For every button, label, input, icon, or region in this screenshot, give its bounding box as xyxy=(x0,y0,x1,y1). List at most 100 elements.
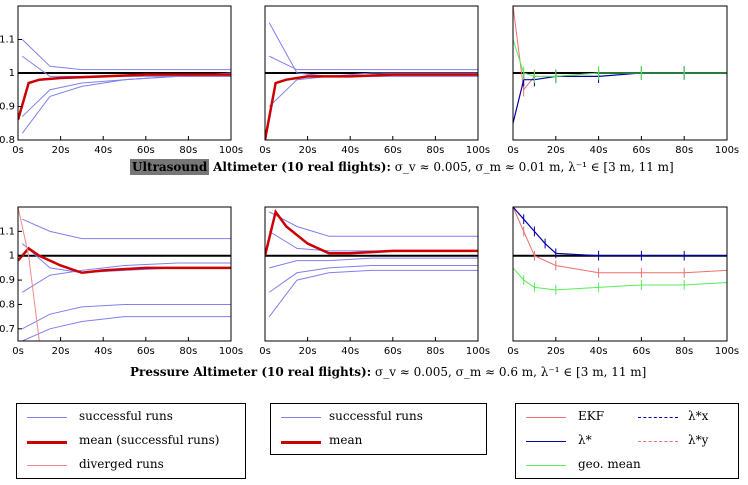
legend-label: λ* xyxy=(578,433,592,447)
x-tick-label: 40s xyxy=(341,145,359,156)
x-tick-label: 20s xyxy=(547,346,565,357)
legend-label: λ*y xyxy=(688,433,709,447)
series-run-line xyxy=(22,218,231,240)
legend-label: geo. mean xyxy=(578,457,641,471)
x-tick-label: 20s xyxy=(299,346,317,357)
legend-swatch xyxy=(27,465,67,466)
y-tick-label: 1 xyxy=(9,251,15,262)
series-line-mean xyxy=(265,208,478,257)
series-run-line xyxy=(268,72,478,107)
x-tick-label: 100s xyxy=(466,145,490,156)
chart-panel-pressure-comparison: 0s 20s 40s 60s 80s 100s xyxy=(507,206,739,357)
legend-label: EKF xyxy=(578,409,605,423)
series-line-mean--successful-runs- xyxy=(18,73,231,121)
caption-title: Altimeter (10 real flights): xyxy=(213,160,391,174)
legend-swatch xyxy=(638,441,678,442)
y-tick-label: 0.8 xyxy=(0,299,15,310)
x-tick-label: 40s xyxy=(341,346,359,357)
x-tick-label: 20s xyxy=(52,145,70,156)
y-tick-label: 0.9 xyxy=(0,275,15,286)
y-tick-label: 0.8 xyxy=(0,135,15,146)
y-tick-label: 0.7 xyxy=(0,324,15,335)
legend-swatch xyxy=(27,417,67,418)
y-tick-label: 1.1 xyxy=(0,226,15,237)
series-run-line xyxy=(269,257,478,269)
axes-frame xyxy=(264,206,479,342)
x-tick-label: 80s xyxy=(675,145,693,156)
legend-label: mean xyxy=(329,433,363,447)
x-tick-label: 40s xyxy=(590,145,608,156)
legend-middle: successful runs mean xyxy=(270,403,487,455)
series-run-line xyxy=(268,264,478,293)
y-tick-label: 1 xyxy=(9,68,15,79)
x-tick-label: 100s xyxy=(715,346,739,357)
chart-panel-pressure-diverged: 0s 20s 40s 60s 80s 100s xyxy=(259,206,490,357)
x-tick-label: 100s xyxy=(466,346,490,357)
series-line-mean xyxy=(265,73,478,140)
legend-swatch xyxy=(526,465,566,466)
x-tick-label: 80s xyxy=(426,346,444,357)
plot-area xyxy=(513,6,727,124)
legend-left: successful runs mean (successful runs) d… xyxy=(16,403,246,479)
plot-area xyxy=(18,39,231,134)
x-tick-label: 0s xyxy=(259,145,271,156)
x-tick-label: 20s xyxy=(547,145,565,156)
axes-frame xyxy=(17,206,232,342)
chart-panel-ultrasound-successful: 0s 20s 40s 60s 80s 100s 0.8 0.9 1 1.1 xyxy=(0,5,243,156)
legend-label: successful runs xyxy=(329,409,423,423)
x-tick-label: 60s xyxy=(137,145,155,156)
x-tick-label: 80s xyxy=(179,145,197,156)
x-tick-label: 60s xyxy=(632,145,650,156)
y-tick-label: 0.9 xyxy=(0,102,15,113)
axes-frame xyxy=(512,5,728,141)
legend-label: diverged runs xyxy=(79,457,164,471)
series-run-line xyxy=(268,269,478,317)
series-run-line xyxy=(21,262,231,293)
chart-panel-pressure-successful: 0s 20s 40s 60s 80s 100s 0.7 0.8 0.9 1 1.1 xyxy=(0,206,243,357)
x-tick-label: 60s xyxy=(137,346,155,357)
x-tick-label: 100s xyxy=(219,346,243,357)
chart-panel-ultrasound-diverged: 0s 20s 40s 60s 80s 100s xyxy=(259,5,490,156)
x-tick-label: 20s xyxy=(299,145,317,156)
caption-params: σ_v ≈ 0.005, σ_m ≈ 0.01 m, λ⁻¹ ∈ [3 m, 1… xyxy=(394,160,674,174)
series-line-lambda- xyxy=(513,72,727,124)
series-run-line xyxy=(268,230,478,252)
series-run-line xyxy=(268,22,478,77)
legend-swatch xyxy=(281,417,321,418)
series-line-geo--mean xyxy=(513,267,727,291)
x-tick-label: 60s xyxy=(384,145,402,156)
series-line-ekf xyxy=(513,207,727,274)
axes-frame xyxy=(264,5,479,141)
x-tick-label: 0s xyxy=(507,346,519,357)
plot-area xyxy=(265,22,478,140)
legend-swatch xyxy=(281,441,321,444)
plot-area xyxy=(18,207,231,341)
legend-swatch xyxy=(638,417,678,418)
legend-label: λ*x xyxy=(688,409,709,423)
series-run-line xyxy=(21,72,231,134)
series-run-line xyxy=(21,75,231,117)
x-tick-label: 80s xyxy=(179,346,197,357)
series-line-mean--successful-runs- xyxy=(18,246,231,275)
caption-pressure: Pressure Altimeter (10 real flights): σ_… xyxy=(130,365,646,379)
legend-swatch xyxy=(526,441,566,442)
y-tick-label: 1.1 xyxy=(0,35,15,46)
plot-area xyxy=(265,208,478,317)
x-tick-label: 40s xyxy=(590,346,608,357)
x-tick-label: 40s xyxy=(94,346,112,357)
x-tick-label: 80s xyxy=(675,346,693,357)
legend-label: mean (successful runs) xyxy=(79,433,220,447)
series-line-geo--mean xyxy=(513,39,727,77)
chart-panel-ultrasound-comparison: 0s 20s 40s 60s 80s 100s xyxy=(507,5,739,156)
legend-label: successful runs xyxy=(79,409,173,423)
axes-frame xyxy=(512,206,728,342)
x-tick-label: 0s xyxy=(12,346,24,357)
x-tick-label: 40s xyxy=(94,145,112,156)
series-line-ekf xyxy=(513,6,727,91)
legend-swatch xyxy=(27,441,67,444)
legend-right: EKF λ* geo. mean λ*x λ*y xyxy=(515,403,739,479)
x-tick-label: 80s xyxy=(426,145,444,156)
x-tick-label: 0s xyxy=(507,145,519,156)
series-run-line xyxy=(269,55,478,71)
x-tick-label: 60s xyxy=(384,346,402,357)
